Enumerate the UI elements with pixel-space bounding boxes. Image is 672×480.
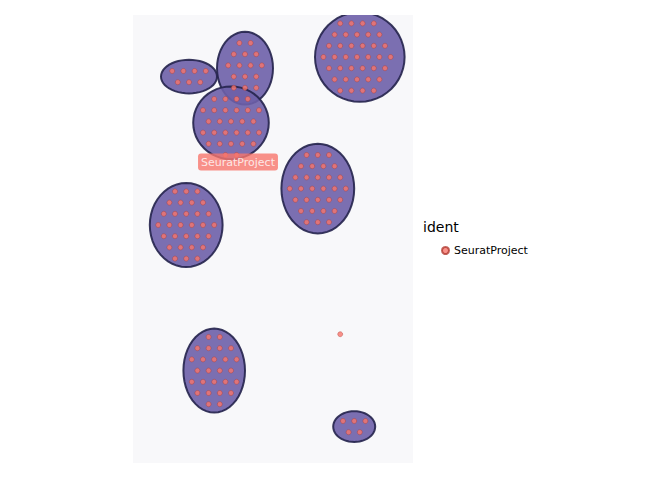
svg-text:SeuratProject: SeuratProject (201, 156, 276, 169)
svg-text:SeuratProject: SeuratProject (454, 244, 529, 257)
svg-text:ident: ident (423, 219, 459, 235)
